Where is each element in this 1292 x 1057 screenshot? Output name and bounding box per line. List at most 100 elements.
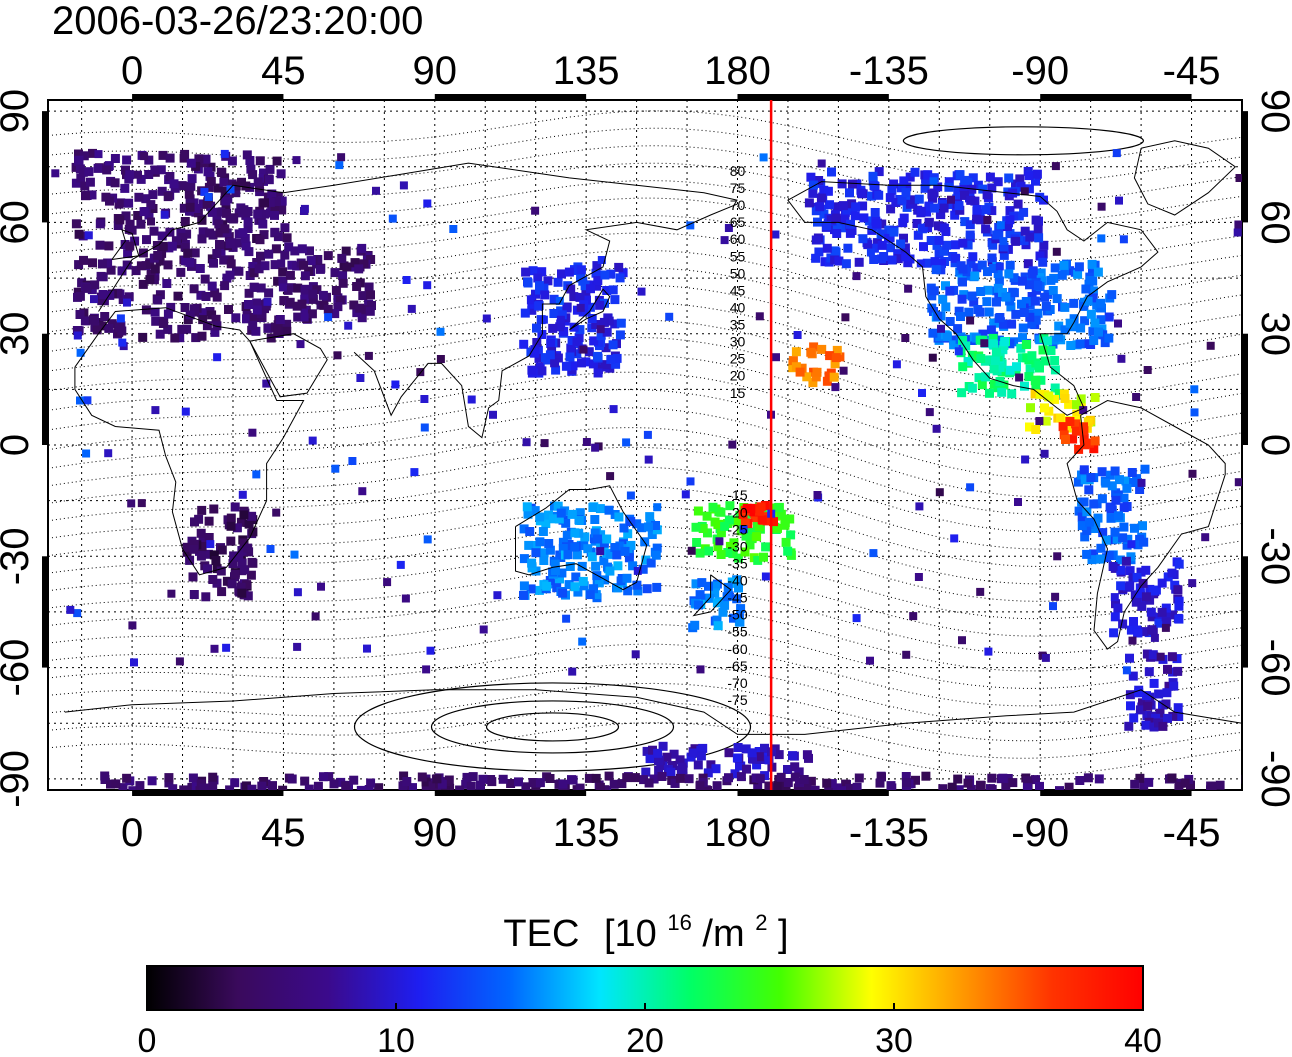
tec-pixel: [308, 289, 318, 299]
tec-pixel: [593, 534, 602, 544]
tec-pixel: [1094, 327, 1103, 337]
tec-pixel: [153, 250, 163, 260]
tec-pixel: [920, 183, 930, 193]
tec-pixel: [730, 769, 740, 779]
tec-pixel: [1093, 513, 1103, 523]
tec-pixel: [210, 327, 220, 337]
tec-pixel: [1143, 366, 1152, 374]
tec-pixel: [248, 170, 258, 180]
tec-pixel: [526, 584, 536, 594]
tec-pixel: [932, 424, 941, 433]
tec-pixel: [724, 515, 734, 525]
tec-pixel: [85, 177, 95, 187]
tec-pixel: [165, 153, 175, 163]
tec-pixel: [520, 308, 530, 318]
tec-pixel: [220, 149, 229, 158]
tec-pixel: [711, 764, 721, 774]
tec-pixel: [538, 527, 548, 536]
tec-pixel: [633, 566, 642, 575]
tec-pixel: [1084, 485, 1094, 495]
tec-pixel: [546, 339, 556, 348]
tec-pixel: [815, 202, 825, 212]
tec-pixel: [1027, 269, 1037, 279]
tec-pixel: [524, 540, 534, 550]
tec-pixel: [565, 562, 575, 571]
tec-pixel: [572, 337, 582, 347]
tec-pixel: [1132, 393, 1141, 401]
tec-pixel: [96, 271, 106, 281]
tec-pixel: [1030, 296, 1040, 306]
colorbar-ticks: 0 10 20 30 40: [138, 1003, 1162, 1057]
tec-pixel: [703, 786, 713, 790]
tec-pixel: [644, 778, 654, 788]
tec-pixel: [808, 188, 818, 198]
tec-pixel: [1126, 701, 1135, 711]
tec-pixel: [997, 367, 1007, 377]
pole-contour-ring: [902, 126, 1144, 156]
tec-pixel: [597, 256, 606, 264]
tec-pixel: [854, 257, 864, 267]
tec-pixel: [982, 190, 992, 200]
tec-pixel: [605, 566, 615, 576]
tec-pixel: [967, 383, 977, 393]
tec-pixel: [610, 295, 620, 305]
tec-pixel: [733, 743, 743, 752]
tec-pixel: [195, 264, 205, 273]
tec-pixel: [198, 536, 208, 546]
tec-pixel: [1005, 365, 1015, 375]
tec-pixel: [287, 774, 297, 784]
tec-pixel: [461, 779, 471, 789]
tec-pixel: [877, 240, 887, 250]
tec-pixel: [858, 234, 868, 244]
tec-pixel: [839, 366, 848, 375]
tec-pixel: [548, 514, 558, 524]
tec-pixel: [937, 324, 945, 333]
tec-pixel: [164, 778, 174, 788]
tec-pixel: [817, 344, 827, 354]
tec-pixel: [937, 258, 946, 268]
tec-pixel: [1049, 602, 1057, 611]
tec-pixel: [1018, 333, 1027, 343]
tec-pixel: [591, 268, 601, 278]
tec-pixel: [750, 513, 760, 523]
tec-pixel: [811, 253, 821, 263]
tec-pixel: [278, 785, 288, 790]
tec-pixel: [752, 532, 762, 542]
tec-pixel: [1055, 786, 1064, 790]
tec-pixel: [967, 291, 977, 301]
tec-pixel: [333, 351, 342, 360]
tec-pixel: [144, 170, 154, 179]
tec-pixel: [953, 185, 963, 195]
tec-pixel: [482, 314, 491, 323]
tec-pixel: [529, 348, 539, 358]
tec-pixel: [584, 773, 594, 783]
tec-pixel: [874, 167, 884, 177]
tec-pixel: [467, 395, 476, 404]
tec-pixel: [124, 198, 134, 208]
tec-pixel: [947, 195, 955, 204]
tec-pixel: [155, 256, 165, 266]
tec-pixel: [595, 504, 605, 514]
tec-pixel: [1050, 394, 1060, 404]
tec-pixel: [531, 548, 541, 558]
tec-pixel: [795, 778, 804, 787]
tec-pixel: [933, 182, 943, 192]
tec-pixel: [1158, 721, 1168, 731]
tec-pixel: [656, 761, 666, 770]
tec-pixel: [213, 353, 222, 362]
tec-pixel: [256, 214, 266, 224]
tec-pixel: [916, 206, 926, 216]
bottom-lon-tick-label: 0: [121, 811, 143, 855]
tec-pixel: [760, 743, 769, 753]
tec-pixel: [293, 588, 302, 597]
tec-pixel: [741, 744, 751, 754]
tec-pixel: [1143, 701, 1153, 711]
tec-pixel: [754, 752, 764, 762]
tec-pixel: [204, 533, 214, 542]
tec-pixel: [822, 376, 832, 386]
tec-pixel: [773, 503, 783, 513]
tec-pixel: [82, 283, 92, 293]
top-lon-tick-label: -45: [1163, 49, 1221, 93]
tec-pixel: [889, 179, 899, 189]
tec-pixel: [884, 225, 894, 235]
